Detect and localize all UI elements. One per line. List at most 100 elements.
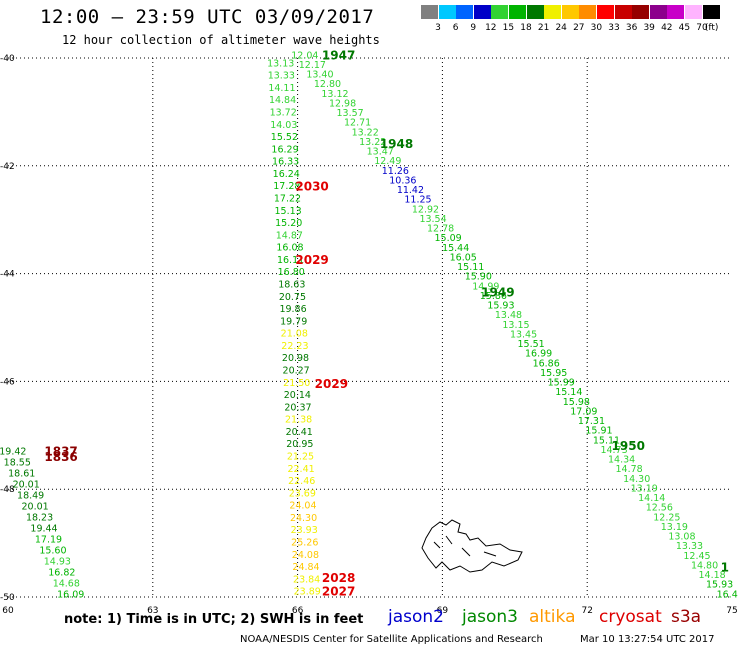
scale-label: 9 xyxy=(470,23,477,33)
swh-value: 14.73 xyxy=(600,445,627,456)
swh-value: 13.19 xyxy=(631,483,658,494)
swh-value: 20.41 xyxy=(286,427,313,438)
swh-value: 16.24 xyxy=(273,169,300,180)
swh-value: 12.92 xyxy=(412,204,439,215)
lon-tick-label: 72 xyxy=(581,606,592,616)
swh-value: 15.09 xyxy=(435,233,462,244)
swh-value: 18.61 xyxy=(8,468,35,479)
swh-value: 16.05 xyxy=(450,252,477,263)
swh-value: 14.18 xyxy=(698,570,725,581)
swh-value: 11.25 xyxy=(404,195,431,206)
scale-label: 33 xyxy=(608,23,620,33)
scale-label: 39 xyxy=(643,23,655,33)
swh-value: 20.27 xyxy=(283,365,310,376)
swh-value: 19.86 xyxy=(279,304,306,315)
swh-value: 16.08 xyxy=(276,243,303,254)
swh-value: 13.33 xyxy=(268,71,295,82)
swh-value: 18.55 xyxy=(4,457,31,468)
swh-value: 13.45 xyxy=(510,329,537,340)
swh-value: 16.86 xyxy=(533,358,560,369)
scale-swatch xyxy=(685,5,702,19)
swh-value: 21.25 xyxy=(287,451,314,462)
time-label: 1947 xyxy=(322,48,355,62)
swh-value: 12.17 xyxy=(299,60,326,71)
time-label: 2027 xyxy=(322,585,355,599)
lon-tick-label: 63 xyxy=(147,606,158,616)
lat-tick-label: -40 xyxy=(0,54,15,64)
swh-value: 16.80 xyxy=(278,267,305,278)
page-subtitle: 12 hour collection of altimeter wave hei… xyxy=(62,33,380,47)
swh-value: 15.93 xyxy=(487,301,514,312)
scale-swatch xyxy=(421,5,438,19)
swh-value: 20.01 xyxy=(13,479,40,490)
swh-value: 12.98 xyxy=(329,98,356,109)
swh-value: 14.84 xyxy=(269,95,296,106)
scale-swatch xyxy=(632,5,650,19)
swh-value: 23.93 xyxy=(291,525,318,536)
scale-label: 3 xyxy=(435,23,441,33)
lon-tick-label: 75 xyxy=(726,606,737,616)
swh-value: 23.69 xyxy=(289,488,316,499)
swh-value: 21.50 xyxy=(283,378,310,389)
swh-value: 13.08 xyxy=(668,532,695,543)
swh-value: 15.44 xyxy=(442,243,469,254)
swh-value: 14.14 xyxy=(638,493,665,504)
satellite-name: s3a xyxy=(671,607,702,627)
swh-value: 15.52 xyxy=(271,132,298,143)
swh-value: 15.51 xyxy=(517,339,544,350)
time-label: 1950 xyxy=(612,439,645,453)
scale-swatch xyxy=(456,5,474,19)
swh-value: 19.44 xyxy=(30,523,57,534)
scale-swatch xyxy=(438,5,456,19)
swh-value: 18.49 xyxy=(17,490,44,501)
scale-swatch xyxy=(667,5,685,19)
swh-value: 13.57 xyxy=(336,108,363,119)
swh-value: 12.80 xyxy=(314,79,341,90)
swh-value: 13.19 xyxy=(661,522,688,533)
swh-value: 15.95 xyxy=(540,368,567,379)
swh-value: 15.93 xyxy=(706,580,733,591)
swh-value: 14.68 xyxy=(53,578,80,589)
swh-value: 13.40 xyxy=(306,70,333,81)
swh-value: 13.15 xyxy=(502,320,529,331)
time-label: 1949 xyxy=(481,285,514,299)
satellite-name: cryosat xyxy=(599,607,662,627)
swh-value: 12.45 xyxy=(683,551,710,562)
scale-label: 42 xyxy=(661,23,673,33)
time-label: 1 xyxy=(721,560,729,574)
swh-value: 23.84 xyxy=(293,574,320,585)
time-label: 2028 xyxy=(322,571,355,585)
swh-value: 15.99 xyxy=(548,378,575,389)
swh-value: 16.99 xyxy=(525,349,552,360)
swh-value: 22.23 xyxy=(281,341,308,352)
swh-value: 12.04 xyxy=(291,50,318,61)
lon-tick-label: 60 xyxy=(2,606,14,616)
swh-value: 17.28 xyxy=(273,181,300,192)
swh-value: 17.31 xyxy=(578,416,605,427)
swh-value: 16.82 xyxy=(48,567,75,578)
swh-value: 11.26 xyxy=(382,166,409,177)
swh-value: 12.56 xyxy=(646,503,673,514)
satellite-name: jason2 xyxy=(388,607,444,627)
scale-unit: (ft) xyxy=(704,23,719,33)
scale-swatch xyxy=(561,5,579,19)
swh-value: 17.09 xyxy=(570,406,597,417)
scale-label: 21 xyxy=(537,23,550,33)
scale-label: 70 xyxy=(696,23,708,33)
time-label: 2029 xyxy=(295,253,328,267)
swh-value: 13.22 xyxy=(359,137,386,148)
swh-value: 20.95 xyxy=(286,439,313,450)
swh-value: 14.87 xyxy=(276,230,303,241)
time-label: 1836 xyxy=(44,450,77,464)
swh-value: 19.42 xyxy=(0,446,26,457)
swh-value: 20.98 xyxy=(282,353,309,364)
scale-label: 24 xyxy=(555,23,567,33)
page-title: 12:00 — 23:59 UTC 03/09/2017 xyxy=(40,6,375,28)
lat-tick-label: -50 xyxy=(0,593,15,603)
swh-value: 14.80 xyxy=(691,560,718,571)
lon-tick-label: 69 xyxy=(437,606,449,616)
swh-value: 12.25 xyxy=(653,512,680,523)
time-label: 1837 xyxy=(44,444,77,458)
swh-value: 13.54 xyxy=(419,214,446,225)
